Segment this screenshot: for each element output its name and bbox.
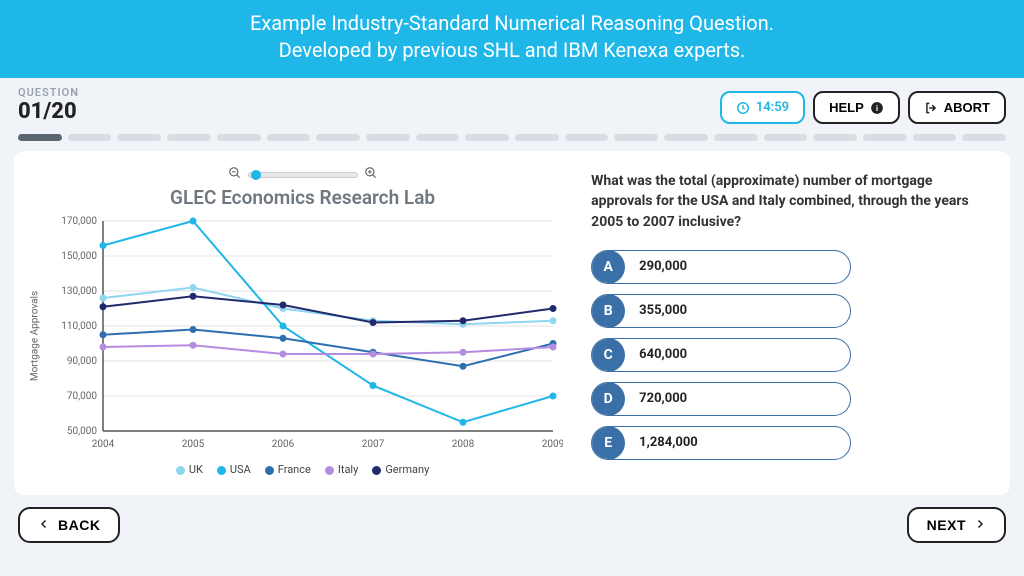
legend-item: Germany (372, 463, 429, 476)
question-indicator: QUESTION 01/20 (18, 86, 79, 124)
banner-line2: Developed by previous SHL and IBM Kenexa… (0, 37, 1024, 64)
svg-text:150,000: 150,000 (61, 251, 97, 262)
legend-item: France (265, 463, 311, 476)
svg-text:110,000: 110,000 (61, 321, 97, 332)
chart-title: GLEC Economics Research Lab (170, 186, 435, 209)
chart-area: Mortgage Approvals 50,00070,00090,000110… (43, 211, 563, 461)
progress-segment (614, 134, 658, 141)
zoom-controls (228, 165, 378, 184)
zoom-out-icon[interactable] (228, 165, 242, 184)
option-letter: E (591, 426, 625, 460)
abort-label: ABORT (944, 100, 990, 115)
help-button[interactable]: HELP i (813, 91, 900, 124)
progress-segment (167, 134, 211, 141)
progress-segment (366, 134, 410, 141)
progress-segment (813, 134, 857, 141)
legend-item: UK (176, 463, 203, 476)
back-button[interactable]: BACK (18, 507, 120, 543)
option-value: 355,000 (625, 303, 687, 318)
svg-text:130,000: 130,000 (61, 286, 97, 297)
options-list: A290,000 B355,000 C640,000 D720,000 E1,284,0… (591, 250, 992, 460)
question-text: What was the total (approximate) number … (591, 171, 992, 232)
chart-legend: UK USA France Italy Germany (176, 463, 429, 476)
progress-segment (316, 134, 360, 141)
question-number: 01/20 (18, 99, 79, 124)
line-chart: 50,000 70,000 90,000 110,000 130,000 150,000 1… (43, 211, 563, 461)
answer-option[interactable]: A290,000 (591, 250, 851, 284)
timer-pill: 14:59 (720, 91, 805, 124)
svg-text:2006: 2006 (271, 439, 294, 450)
option-value: 290,000 (625, 259, 687, 274)
svg-text:90,000: 90,000 (67, 356, 97, 367)
svg-text:2009: 2009 (541, 439, 562, 450)
zoom-in-icon[interactable] (364, 165, 378, 184)
progress-segment (117, 134, 161, 141)
option-letter: C (591, 338, 625, 372)
svg-text:2005: 2005 (181, 439, 204, 450)
progress-segment (764, 134, 808, 141)
option-value: 640,000 (625, 347, 687, 362)
progress-segment (565, 134, 609, 141)
option-letter: A (591, 250, 625, 284)
svg-text:50,000: 50,000 (67, 426, 97, 437)
svg-text:2008: 2008 (451, 439, 474, 450)
progress-segment (913, 134, 957, 141)
top-buttons: 14:59 HELP i ABORT (720, 91, 1006, 124)
progress-segment (68, 134, 112, 141)
svg-text:70,000: 70,000 (67, 391, 97, 402)
progress-segment (416, 134, 460, 141)
progress-segment (217, 134, 261, 141)
content-card: GLEC Economics Research Lab Mortgage App… (14, 151, 1010, 495)
clock-icon (736, 101, 750, 115)
chart-pane: GLEC Economics Research Lab Mortgage App… (32, 165, 573, 485)
footer-nav: BACK NEXT (0, 495, 1024, 543)
help-label: HELP (829, 100, 864, 115)
progress-segment (18, 134, 62, 141)
option-value: 1,284,000 (625, 435, 698, 450)
chevron-right-icon (974, 517, 986, 533)
svg-text:2007: 2007 (361, 439, 384, 450)
option-letter: B (591, 294, 625, 328)
question-label: QUESTION (18, 86, 79, 99)
progress-segment (515, 134, 559, 141)
progress-segment (664, 134, 708, 141)
answer-option[interactable]: D720,000 (591, 382, 851, 416)
question-pane: What was the total (approximate) number … (591, 165, 992, 485)
banner: Example Industry-Standard Numerical Reas… (0, 0, 1024, 78)
next-label: NEXT (927, 517, 966, 533)
zoom-slider[interactable] (248, 172, 358, 178)
next-button[interactable]: NEXT (907, 507, 1006, 543)
chart-ylabel: Mortgage Approvals (29, 291, 40, 381)
progress-segment (267, 134, 311, 141)
progress-segment (863, 134, 907, 141)
progress-segment (465, 134, 509, 141)
exit-icon (924, 101, 938, 115)
option-value: 720,000 (625, 391, 687, 406)
abort-button[interactable]: ABORT (908, 91, 1006, 124)
progress-segment (714, 134, 758, 141)
answer-option[interactable]: C640,000 (591, 338, 851, 372)
topbar: QUESTION 01/20 14:59 HELP i ABORT (0, 78, 1024, 128)
back-label: BACK (58, 517, 100, 533)
answer-option[interactable]: E1,284,000 (591, 426, 851, 460)
legend-item: Italy (325, 463, 358, 476)
timer-value: 14:59 (756, 100, 789, 115)
progress-segment (962, 134, 1006, 141)
answer-option[interactable]: B355,000 (591, 294, 851, 328)
info-icon: i (870, 101, 884, 115)
zoom-thumb[interactable] (251, 170, 261, 180)
legend-item: USA (217, 463, 251, 476)
option-letter: D (591, 382, 625, 416)
svg-text:i: i (876, 103, 878, 112)
svg-text:2004: 2004 (91, 439, 114, 450)
svg-text:170,000: 170,000 (61, 216, 97, 227)
progress-bar (0, 128, 1024, 151)
banner-line1: Example Industry-Standard Numerical Reas… (0, 10, 1024, 37)
chevron-left-icon (38, 517, 50, 533)
